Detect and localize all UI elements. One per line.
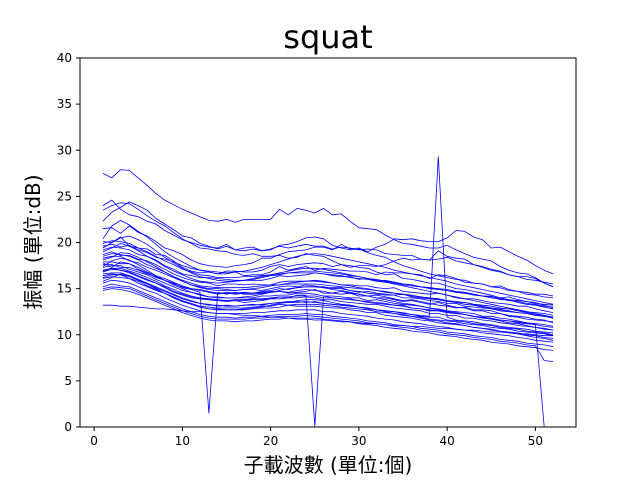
series-layer — [102, 156, 554, 428]
series-line-12 — [102, 265, 554, 327]
y-tick-label: 15 — [57, 282, 72, 296]
series-line-11 — [102, 261, 554, 324]
y-axis: 0 5 10 15 20 25 30 35 40 — [57, 51, 80, 434]
series-line-16 — [102, 279, 554, 343]
series-line-9 — [102, 251, 554, 313]
series-line-32 — [102, 273, 554, 341]
y-tick-label: 40 — [57, 51, 72, 65]
y-tick-label: 25 — [57, 189, 72, 203]
series-line-29 — [102, 219, 554, 305]
series-line-22 — [102, 267, 554, 428]
series-line-13 — [102, 267, 554, 331]
y-tick-label: 30 — [57, 143, 72, 157]
series-line-1 — [102, 169, 554, 288]
x-tick-label: 50 — [528, 434, 543, 448]
y-axis-title: 振幅 (單位:dB) — [21, 174, 45, 309]
x-tick-label: 10 — [175, 434, 190, 448]
series-line-17 — [102, 283, 554, 348]
chart-title: squat — [283, 18, 372, 56]
series-line-7 — [102, 243, 554, 297]
series-line-33 — [102, 235, 554, 308]
series-line-25 — [102, 264, 554, 318]
x-tick-label: 20 — [263, 434, 278, 448]
series-line-21 — [102, 156, 554, 334]
y-tick-label: 0 — [64, 420, 72, 434]
series-line-30 — [102, 242, 554, 318]
series-line-31 — [102, 257, 554, 331]
series-line-26 — [102, 274, 554, 337]
series-line-18 — [102, 288, 554, 351]
series-line-24 — [102, 240, 554, 306]
x-tick-label: 40 — [440, 434, 455, 448]
series-line-34 — [102, 252, 554, 319]
x-tick-label: 30 — [351, 434, 366, 448]
y-tick-label: 5 — [64, 374, 72, 388]
x-tick-label: 0 — [90, 434, 98, 448]
series-line-5 — [102, 225, 554, 275]
x-axis-title: 子載波數 (單位:個) — [244, 453, 413, 477]
y-tick-label: 10 — [57, 328, 72, 342]
series-line-28 — [102, 304, 554, 337]
y-tick-label: 20 — [57, 236, 72, 250]
series-line-3 — [102, 202, 554, 309]
x-axis: 0 10 20 30 40 50 — [90, 427, 543, 448]
y-tick-label: 35 — [57, 97, 72, 111]
series-line-27 — [102, 286, 554, 362]
series-line-4 — [102, 201, 554, 288]
